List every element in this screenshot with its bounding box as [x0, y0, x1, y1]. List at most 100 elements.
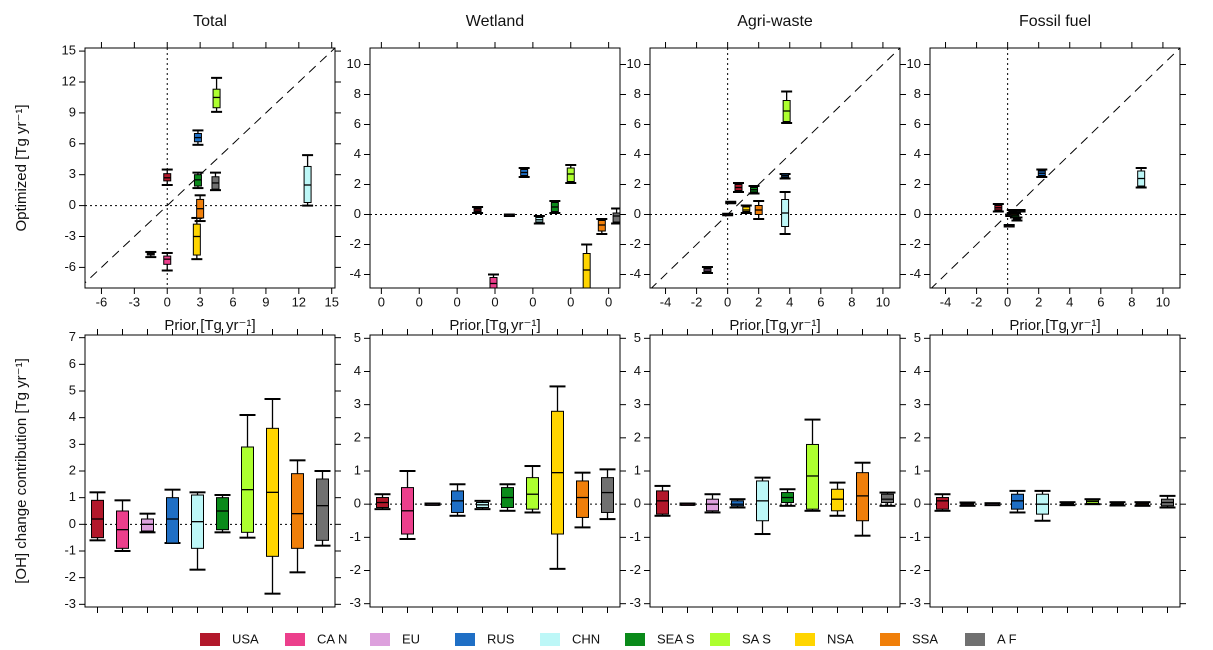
y-tick-label: -2 — [909, 236, 921, 251]
y-tick-label: -3 — [629, 595, 641, 610]
y-tick-label: 12 — [62, 73, 76, 88]
box — [612, 212, 620, 223]
legend-swatch — [285, 633, 305, 646]
x-tick-label: 0 — [454, 294, 461, 309]
x-tick-label: -2 — [691, 294, 703, 309]
panel-frame — [369, 47, 621, 289]
box — [936, 497, 949, 510]
y-tick-label: 10 — [347, 56, 361, 71]
box — [856, 472, 869, 522]
x-tick-label: 0 — [491, 294, 498, 309]
y-tick-label: 0 — [354, 496, 361, 511]
x-tick-label: 8 — [848, 294, 855, 309]
legend-swatch — [540, 633, 560, 646]
x-tick-label: -4 — [940, 294, 952, 309]
y-tick-label: -3 — [64, 596, 76, 611]
y-tick-label: -4 — [349, 266, 361, 281]
y-tick-label: 0 — [354, 206, 361, 221]
y-tick-label: 6 — [69, 135, 76, 150]
x-tick-label: 10 — [876, 294, 890, 309]
x-tick-label: 0 — [164, 294, 171, 309]
box — [597, 220, 606, 232]
box — [742, 206, 751, 212]
box — [806, 443, 819, 510]
y-tick-label: 3 — [914, 396, 921, 411]
x-tick-label: 2 — [1035, 294, 1042, 309]
y-tick-label: 3 — [69, 166, 76, 181]
x-axis-label: Prior [Tg yr⁻¹] — [449, 317, 540, 334]
legend-swatch — [880, 633, 900, 646]
plot-area — [85, 48, 335, 288]
y-tick-label: 3 — [354, 396, 361, 411]
x-axis-label: Prior [Tg yr⁻¹] — [164, 317, 255, 334]
y-tick-label: -2 — [349, 562, 361, 577]
one-to-one-line — [930, 48, 1180, 288]
legend-label: CHN — [572, 631, 600, 646]
x-tick-label: 6 — [1097, 294, 1104, 309]
y-tick-label: 0 — [634, 496, 641, 511]
y-tick-label: -6 — [64, 259, 76, 274]
plot-area — [930, 48, 1180, 288]
x-tick-label: 0 — [529, 294, 536, 309]
y-tick-label: -3 — [349, 595, 361, 610]
y-tick-label: -3 — [909, 595, 921, 610]
x-tick-label: 3 — [197, 294, 204, 309]
x-tick-label: -4 — [660, 294, 672, 309]
legend-swatch — [965, 633, 985, 646]
y-tick-label: -2 — [629, 236, 641, 251]
panel-title: Wetland — [466, 13, 524, 30]
legend-label: RUS — [487, 631, 515, 646]
box — [576, 480, 589, 518]
box — [451, 490, 464, 513]
y-axis-label: [OH] change contribution [Tg yr⁻¹] — [13, 358, 30, 584]
one-to-one-line — [650, 48, 900, 288]
y-tick-label: 8 — [914, 86, 921, 101]
x-tick-label: 4 — [786, 294, 793, 309]
x-tick-label: 0 — [724, 294, 731, 309]
x-tick-label: 0 — [605, 294, 612, 309]
y-tick-label: 2 — [354, 429, 361, 444]
box — [1011, 493, 1024, 510]
y-tick-label: 8 — [354, 86, 361, 101]
y-tick-label: 0 — [914, 206, 921, 221]
y-tick-label: 5 — [354, 330, 361, 345]
box — [706, 498, 719, 512]
y-tick-label: -2 — [629, 562, 641, 577]
x-tick-label: 15 — [324, 294, 338, 309]
x-axis-label: Prior [Tg yr⁻¹] — [1009, 317, 1100, 334]
y-tick-label: 4 — [914, 146, 921, 161]
y-tick-label: 7 — [69, 329, 76, 344]
y-tick-label: 2 — [914, 429, 921, 444]
x-tick-label: 10 — [1156, 294, 1170, 309]
y-tick-label: 2 — [914, 176, 921, 191]
box — [566, 167, 575, 182]
one-to-one-line — [85, 48, 335, 284]
plot-area — [370, 164, 620, 288]
plot-area — [370, 385, 620, 570]
x-tick-label: -6 — [96, 294, 108, 309]
y-tick-label: -4 — [909, 266, 921, 281]
y-tick-label: 6 — [634, 116, 641, 131]
legend-label: SSA — [912, 631, 938, 646]
box — [192, 223, 201, 256]
plot-area — [85, 398, 335, 595]
x-tick-label: 4 — [1066, 294, 1073, 309]
y-tick-label: 4 — [354, 146, 361, 161]
box — [831, 488, 844, 512]
legend-label: SA S — [742, 631, 771, 646]
panel-title: Fossil fuel — [1019, 13, 1091, 30]
y-tick-label: -2 — [909, 562, 921, 577]
box — [141, 518, 154, 532]
y-tick-label: 15 — [62, 43, 76, 58]
plot-area — [650, 418, 900, 537]
y-axis-label: Optimized [Tg yr⁻¹] — [13, 104, 30, 231]
y-tick-label: 6 — [914, 116, 921, 131]
box — [212, 88, 221, 109]
panel-frame — [929, 47, 1181, 289]
y-tick-label: -1 — [64, 542, 76, 557]
x-tick-label: 8 — [1128, 294, 1135, 309]
box — [731, 500, 744, 507]
legend-swatch — [710, 633, 730, 646]
y-tick-label: 0 — [914, 496, 921, 511]
y-tick-label: -1 — [909, 529, 921, 544]
